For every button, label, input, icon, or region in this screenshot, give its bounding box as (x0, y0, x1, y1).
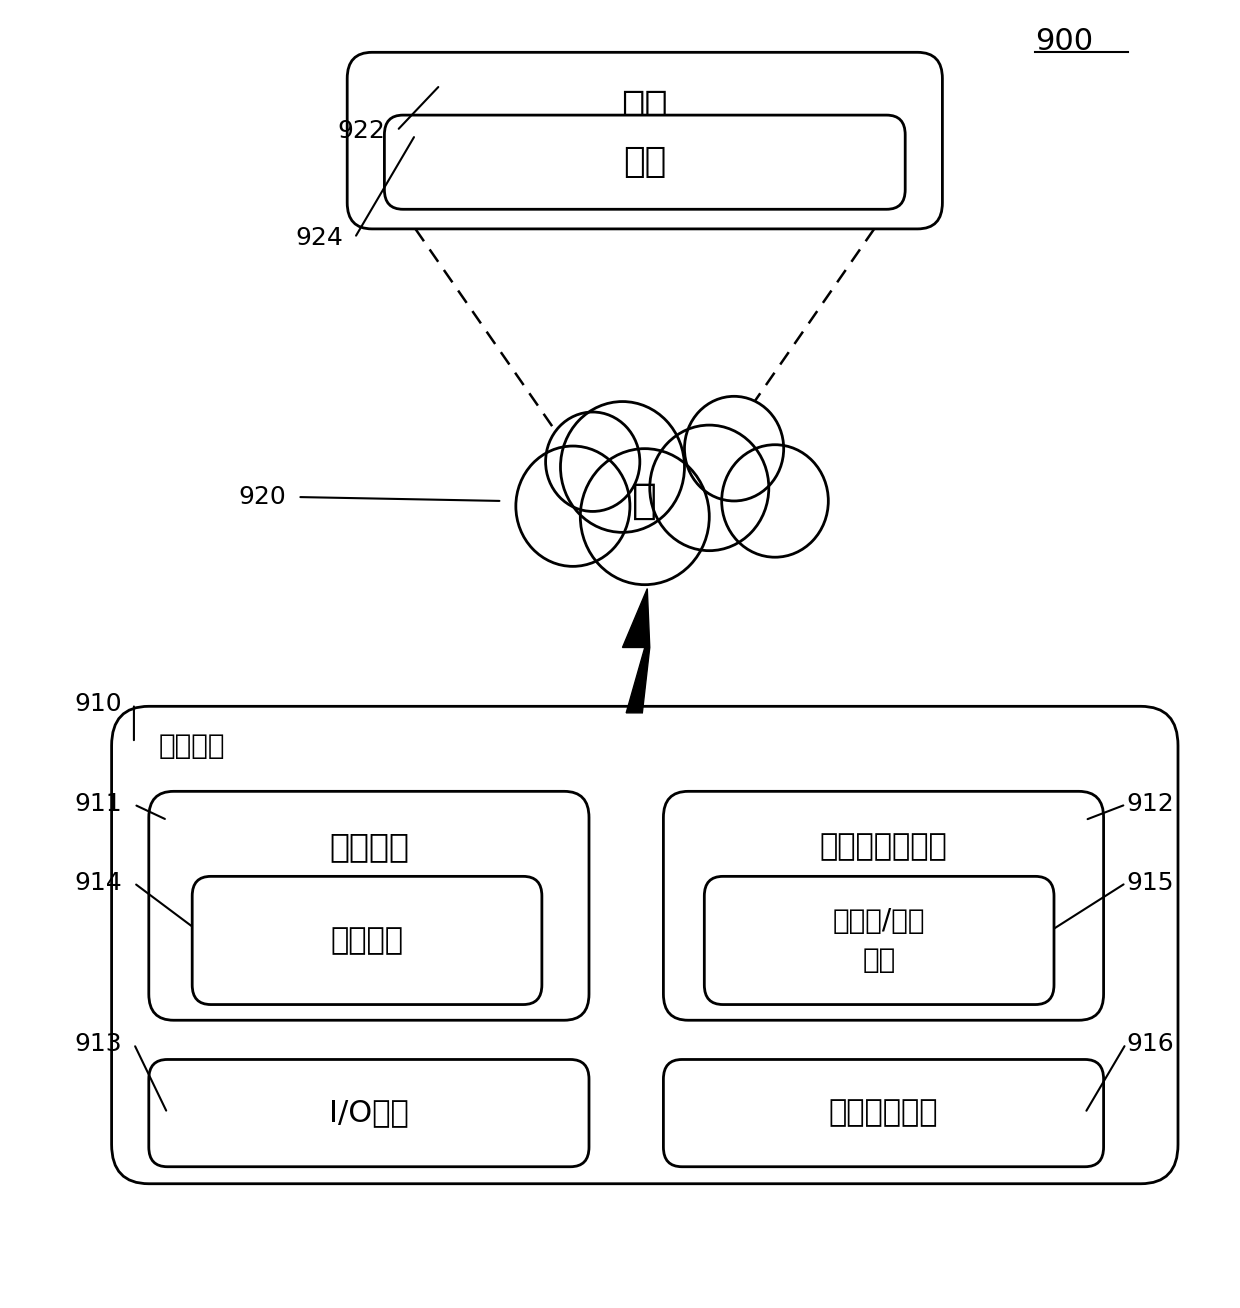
FancyBboxPatch shape (347, 52, 942, 229)
FancyBboxPatch shape (663, 791, 1104, 1020)
FancyBboxPatch shape (112, 706, 1178, 1184)
Text: 913: 913 (74, 1032, 122, 1056)
Text: 存储器/存储
装置: 存储器/存储 装置 (833, 906, 925, 974)
Circle shape (580, 449, 709, 585)
Text: I/O接口: I/O接口 (329, 1099, 409, 1127)
Circle shape (516, 446, 630, 566)
FancyBboxPatch shape (149, 1059, 589, 1167)
Text: 914: 914 (74, 871, 123, 895)
Text: 915: 915 (1126, 871, 1173, 895)
Text: 911: 911 (74, 793, 122, 816)
Text: 图像处理应用: 图像处理应用 (828, 1099, 939, 1127)
Text: 912: 912 (1126, 793, 1174, 816)
Text: 云: 云 (632, 480, 657, 522)
Text: 900: 900 (1035, 27, 1094, 56)
Text: 计算设备: 计算设备 (159, 731, 226, 760)
Polygon shape (622, 589, 650, 713)
Text: 922: 922 (337, 119, 386, 143)
Text: 920: 920 (238, 485, 286, 509)
FancyBboxPatch shape (384, 115, 905, 209)
Text: 924: 924 (295, 226, 343, 250)
Text: 910: 910 (74, 692, 122, 715)
Circle shape (684, 396, 784, 501)
Text: 硬件元件: 硬件元件 (331, 926, 403, 955)
Circle shape (722, 445, 828, 557)
Circle shape (650, 425, 769, 551)
Text: 资源: 资源 (624, 145, 666, 179)
Circle shape (546, 412, 640, 511)
Text: 916: 916 (1126, 1032, 1174, 1056)
FancyBboxPatch shape (704, 876, 1054, 1005)
Text: 处理系统: 处理系统 (329, 829, 409, 863)
Circle shape (560, 402, 684, 532)
Text: 平台: 平台 (621, 88, 668, 127)
FancyBboxPatch shape (149, 791, 589, 1020)
FancyBboxPatch shape (663, 1059, 1104, 1167)
FancyBboxPatch shape (192, 876, 542, 1005)
Text: 计算机可读介质: 计算机可读介质 (820, 832, 947, 861)
